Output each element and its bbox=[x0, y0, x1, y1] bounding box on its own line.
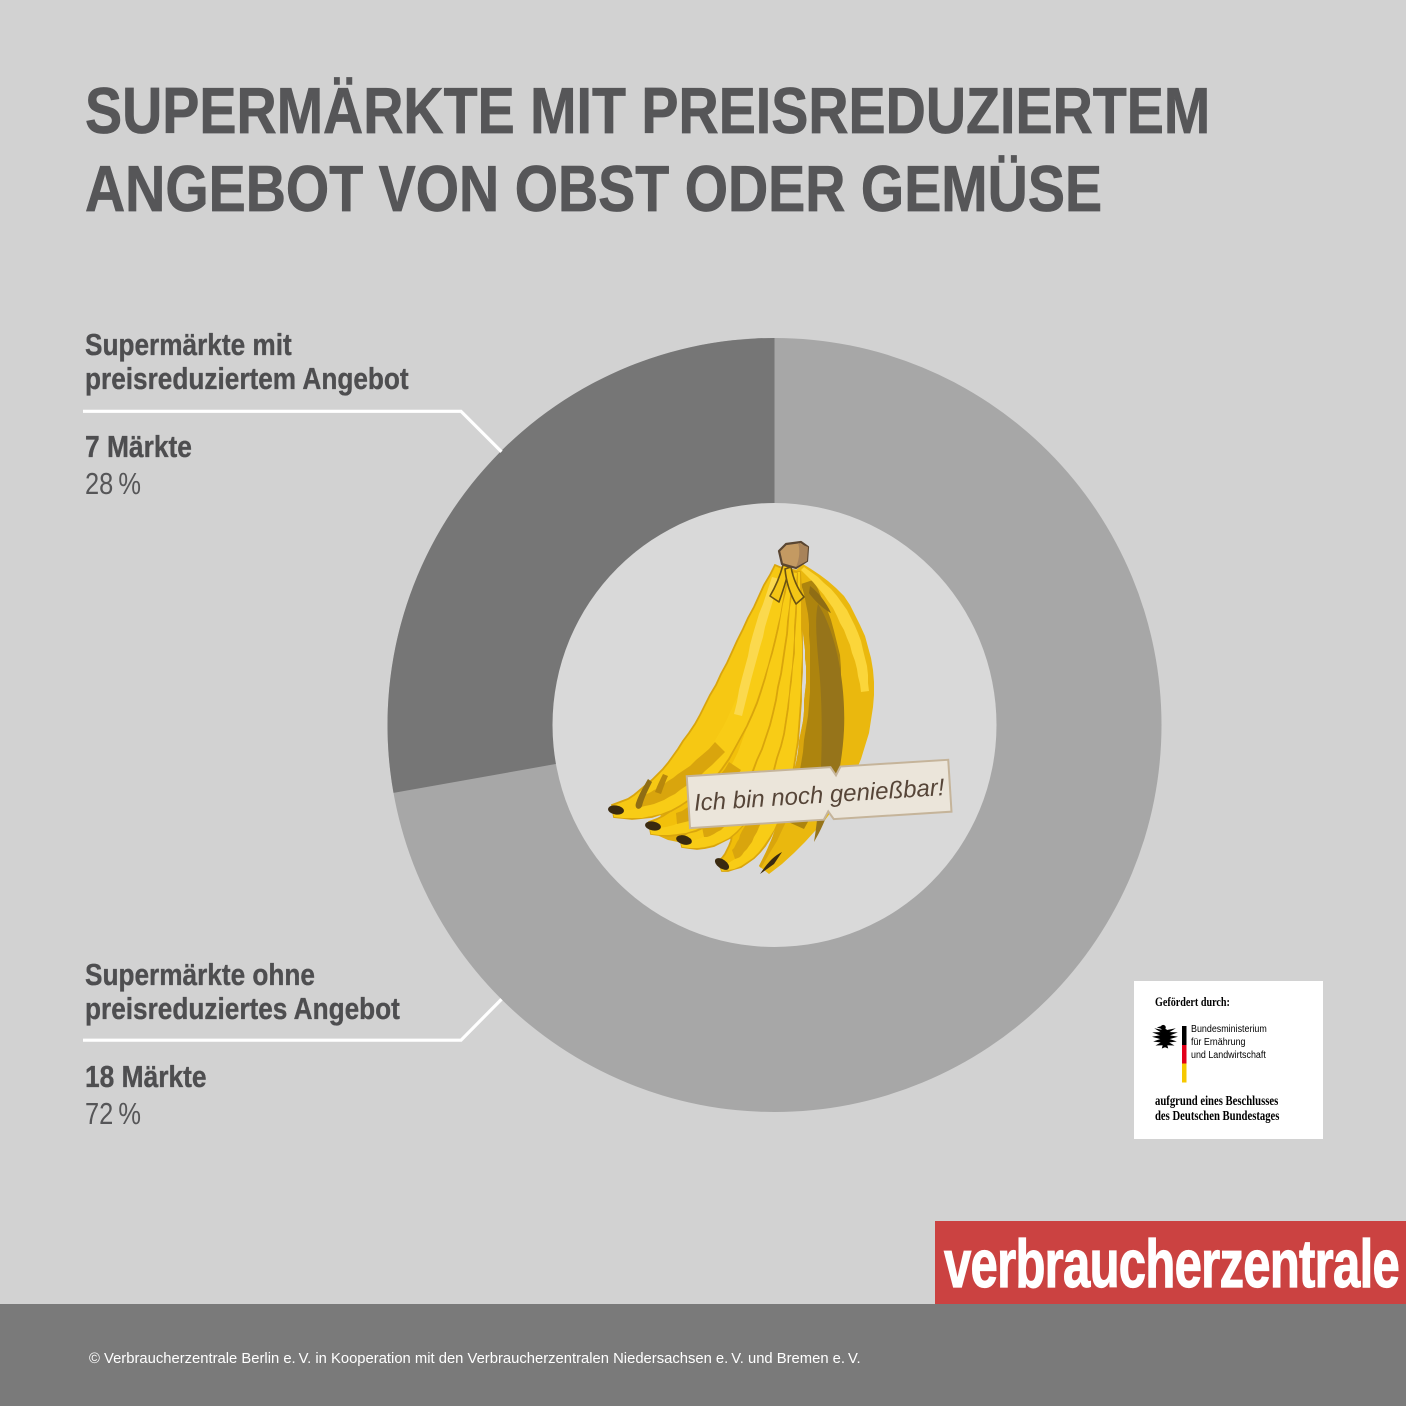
svg-text:Bundesministerium: Bundesministerium bbox=[1191, 1023, 1267, 1035]
svg-text:für Ernährung: für Ernährung bbox=[1191, 1036, 1246, 1048]
svg-text:und Landwirtschaft: und Landwirtschaft bbox=[1191, 1049, 1266, 1061]
